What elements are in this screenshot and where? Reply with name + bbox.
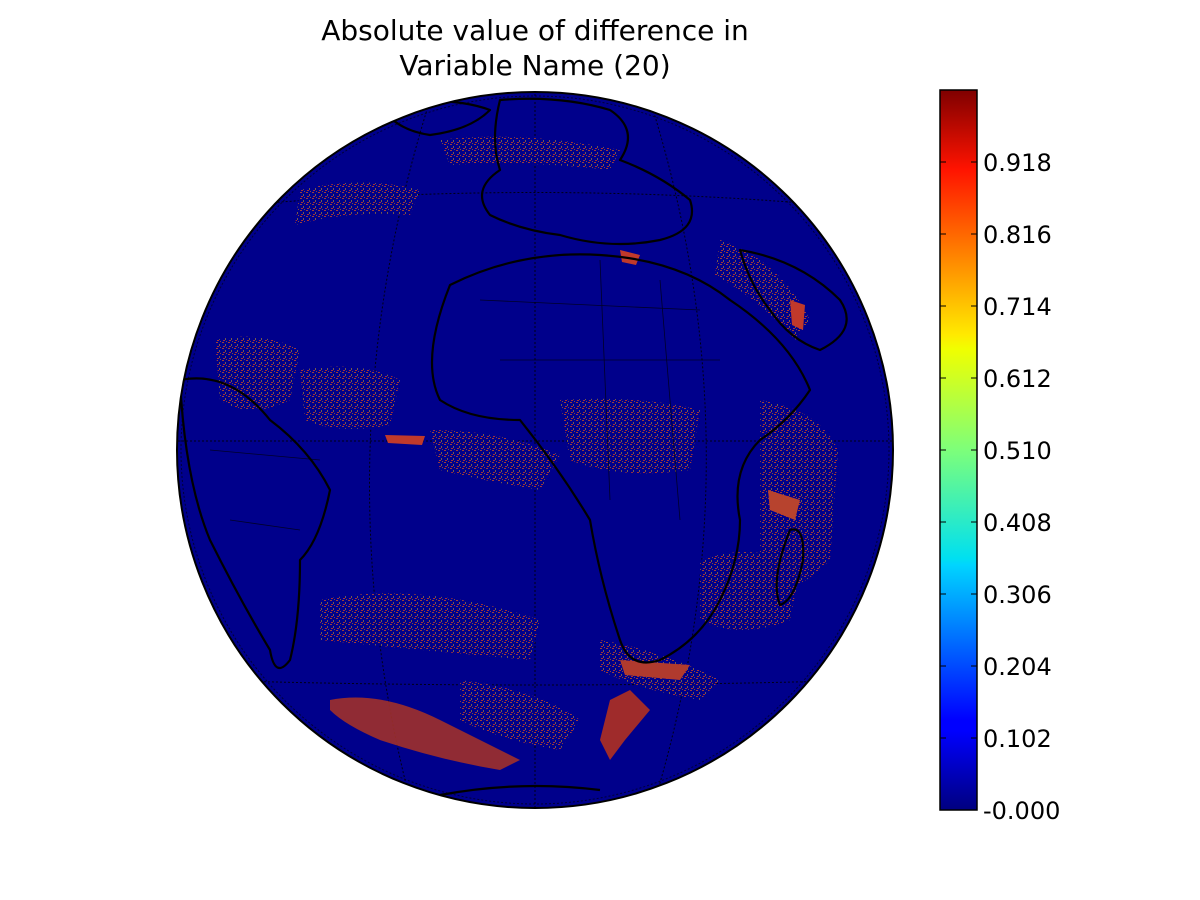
- strong-difference-patches: [330, 250, 805, 770]
- colorbar-tick-label: 0.408: [983, 509, 1052, 537]
- globe-outline: [176, 91, 894, 809]
- difference-regions: [215, 136, 838, 750]
- title-line-2: Variable Name (20): [399, 49, 670, 82]
- colorbar-tick-label: 0.510: [983, 437, 1052, 465]
- title-line-1: Absolute value of difference in: [321, 14, 749, 47]
- colorbar-tick-label: 0.204: [983, 653, 1052, 681]
- colorbar-tick-label: 0.612: [983, 365, 1052, 393]
- colorbar-tick-label: 0.918: [983, 149, 1052, 177]
- colorbar-tick-label: -0.000: [983, 797, 1060, 825]
- colorbar-gradient: [939, 89, 978, 811]
- colorbar-tick-label: 0.102: [983, 725, 1052, 753]
- globe-content: [177, 92, 893, 808]
- colorbar-tick-label: 0.306: [983, 581, 1052, 609]
- colorbar-ticks: -0.000 0.102 0.204 0.306 0.408 0.510 0.612 0.71…: [940, 149, 1060, 825]
- colorbar-tick-label: 0.816: [983, 221, 1052, 249]
- colorbar-tick-label: 0.714: [983, 293, 1052, 321]
- coastlines: [178, 97, 848, 797]
- borders: [209, 259, 720, 531]
- colorbar: -0.000 0.102 0.204 0.306 0.408 0.510 0.612 0.71…: [939, 89, 1060, 825]
- globe: [176, 91, 894, 809]
